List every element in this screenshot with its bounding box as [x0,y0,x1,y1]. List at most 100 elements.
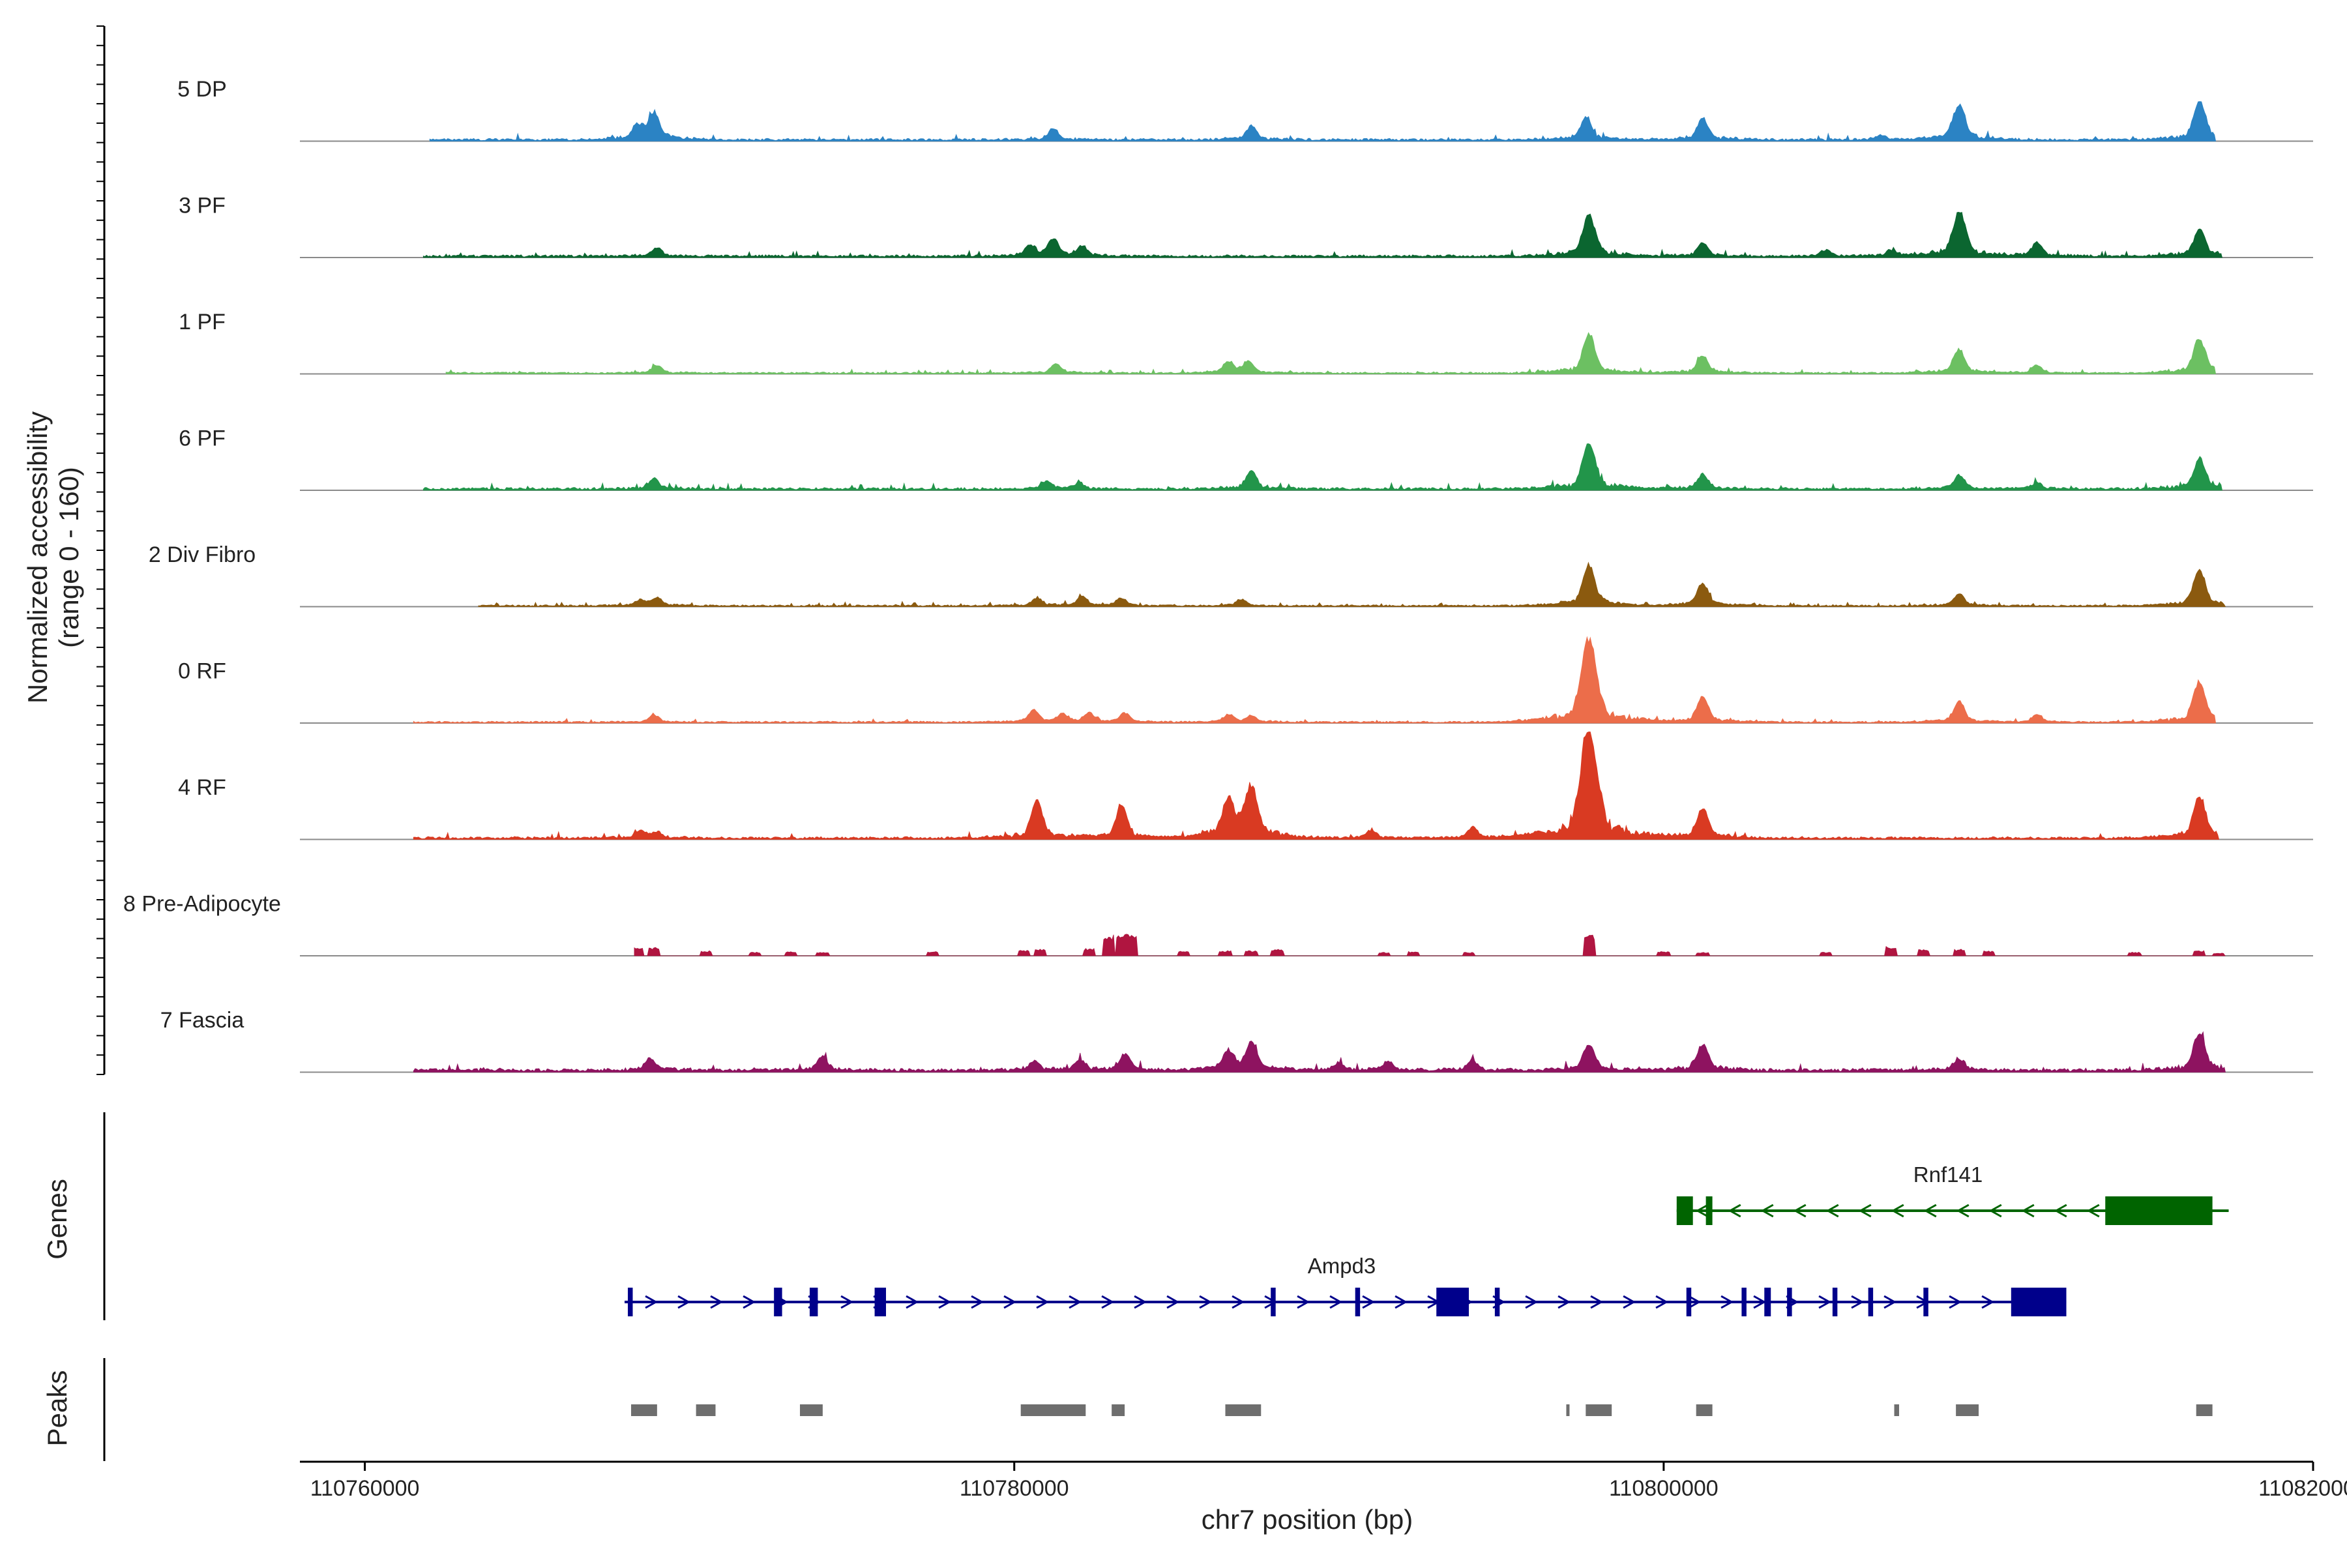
x-tick-label: 110800000 [1609,1476,1719,1501]
track-0-rf: 0 RF [178,636,2313,724]
strand-arrow [743,1295,756,1309]
track-label: 4 RF [178,775,226,800]
strand-arrow [1891,1204,1904,1218]
strand-arrow [1760,1204,1774,1218]
strand-arrow [1623,1295,1636,1309]
peak-region [1566,1404,1570,1416]
strand-arrow [677,1295,691,1309]
strand-arrow [906,1295,919,1309]
genes-panel-label: Genes [42,1179,72,1260]
strand-arrow [1199,1295,1213,1309]
strand-arrow [1590,1295,1604,1309]
strand-arrow [1003,1295,1017,1309]
track-label: 0 RF [178,659,226,684]
y-axis-title-line2: (range 0 - 160) [53,467,84,648]
exon [1741,1288,1747,1316]
exon [809,1288,818,1316]
strand-arrow [1557,1295,1571,1309]
strand-arrow [645,1295,658,1309]
track-label: 6 PF [179,426,226,451]
gene-ampd3: Ampd3 [625,1254,2067,1316]
gene-rnf141: Rnf141 [1676,1162,2229,1225]
strand-arrow [1069,1295,1082,1309]
peak-region [1586,1404,1612,1416]
track-4-rf: 4 RF [178,732,2313,840]
strand-arrow [1851,1295,1865,1309]
track-label: 8 Pre-Adipocyte [123,892,281,917]
strand-arrow [1166,1295,1180,1309]
peaks-panel-label: Peaks [42,1370,72,1447]
x-tick-label: 110760000 [310,1476,420,1501]
exon [1355,1288,1361,1316]
peak-region [1894,1404,1899,1416]
strand-arrow [1923,1204,1937,1218]
exon [1271,1288,1276,1316]
strand-arrow [1858,1204,1872,1218]
strand-arrow [1949,1295,1962,1309]
strand-arrow [2086,1204,2100,1218]
coverage-area [478,561,2226,607]
strand-arrow [1793,1204,1807,1218]
peak-region [2196,1404,2213,1416]
exon [1923,1288,1928,1316]
strand-arrow [840,1295,854,1309]
exon [774,1288,782,1316]
exon [1832,1288,1838,1316]
track-label: 1 PF [179,310,226,334]
track-3-pf: 3 PF [179,194,2313,258]
strand-arrow [1728,1204,1741,1218]
exon [1676,1196,1693,1225]
track-label: 2 Div Fibro [149,542,256,567]
track-7-fascia: 7 Fascia [160,1008,2313,1073]
coverage-area [413,732,2220,840]
peak-region [1112,1404,1125,1416]
track-label: 5 DP [177,77,227,102]
strand-arrow [1134,1295,1147,1309]
exon [2014,1288,2067,1316]
exon [1787,1288,1792,1316]
strand-arrow [1655,1295,1669,1309]
exon [1436,1288,1469,1316]
strand-arrow [1988,1204,2002,1218]
exon [1705,1196,1713,1225]
gene-label: Rnf141 [1913,1162,1983,1187]
coverage-area [429,101,2217,141]
exon [874,1288,887,1316]
peak-region [696,1404,716,1416]
x-tick-label: 110780000 [960,1476,1069,1501]
strand-arrow [1362,1295,1376,1309]
strand-arrow [1297,1295,1310,1309]
exon [1686,1288,1692,1316]
coverage-area [422,443,2222,491]
peak-region [1956,1404,1979,1416]
strand-arrow [1720,1295,1734,1309]
exon [2105,1196,2213,1225]
strand-arrow [2054,1204,2067,1218]
track-6-pf: 6 PF [179,426,2313,491]
strand-arrow [1688,1295,1702,1309]
track-label: 3 PF [179,194,226,218]
coverage-area [413,636,2217,724]
coverage-area [413,1031,2226,1072]
strand-arrow [971,1295,984,1309]
track-1-pf: 1 PF [179,310,2313,375]
strand-arrow [2021,1204,2035,1218]
track-label: 7 Fascia [160,1008,244,1033]
strand-arrow [710,1295,724,1309]
strand-arrow [1232,1295,1245,1309]
exon [2011,1288,2015,1316]
gene-label: Ampd3 [1308,1254,1376,1278]
strand-arrow [1036,1295,1050,1309]
strand-arrow [1981,1295,1995,1309]
strand-arrow [1395,1295,1408,1309]
strand-arrow [938,1295,952,1309]
strand-arrow [1753,1295,1767,1309]
strand-arrow [1956,1204,1970,1218]
coverage-area [422,211,2223,258]
exon [1868,1288,1874,1316]
exon [1764,1288,1771,1316]
exon [1494,1288,1500,1316]
strand-arrow [1818,1295,1832,1309]
strand-arrow [1329,1295,1343,1309]
